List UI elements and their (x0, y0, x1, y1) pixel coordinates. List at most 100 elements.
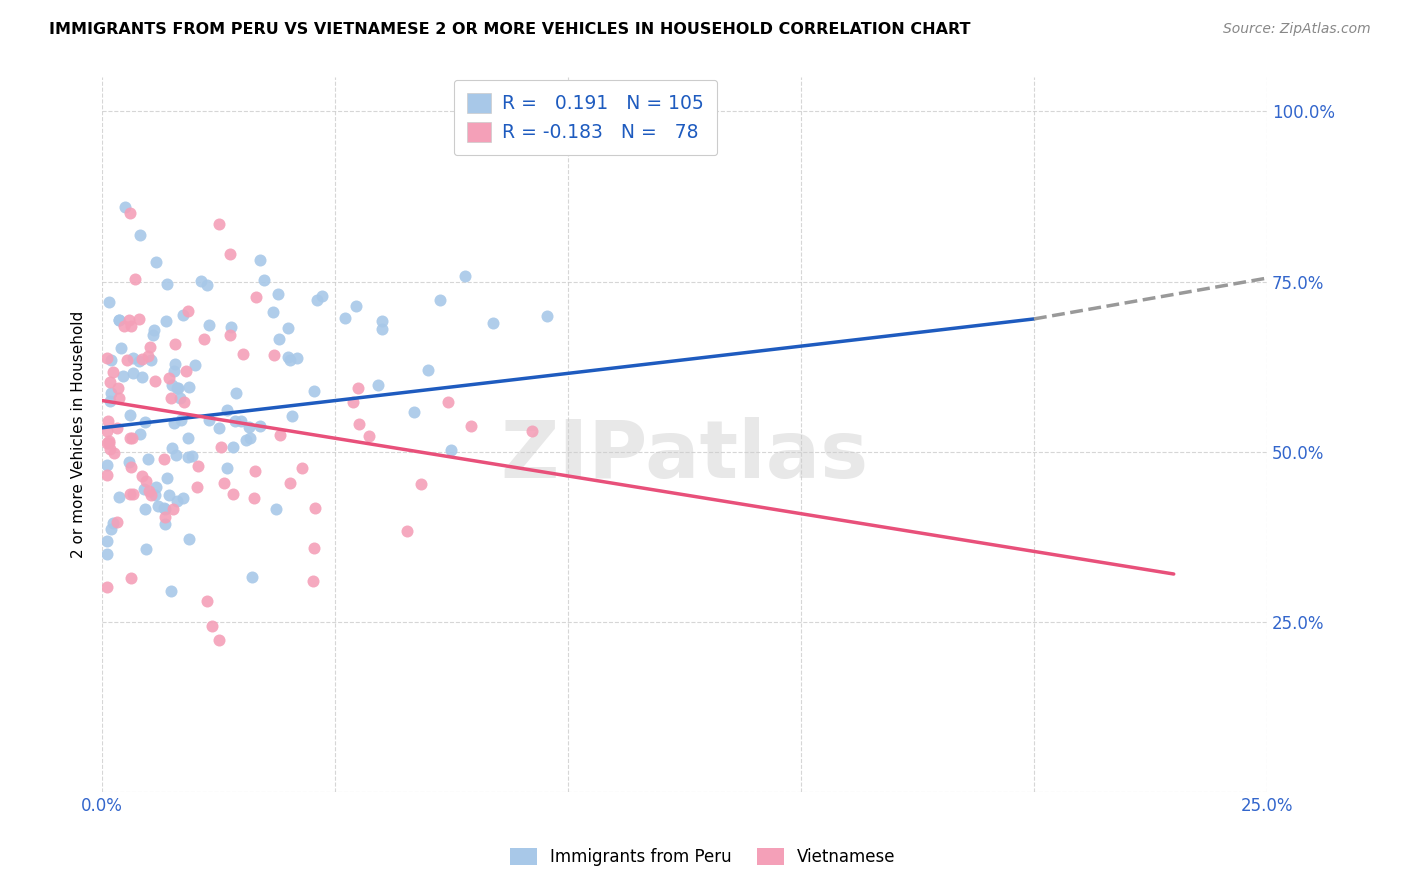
Point (97, 294, 120, 309)
Point (156, 471, 179, 485)
Point (96, 436, 118, 450)
Point (215, 461, 238, 475)
Point (263, 348, 285, 362)
Point (291, 461, 314, 475)
Point (342, 395, 364, 409)
Point (232, 347, 254, 361)
Point (243, 491, 266, 506)
Point (453, 268, 475, 283)
Point (218, 327, 240, 342)
Point (190, 275, 212, 289)
Point (163, 364, 186, 378)
Point (396, 524, 419, 538)
Point (222, 487, 245, 501)
Point (132, 482, 155, 496)
Point (371, 322, 394, 336)
Point (173, 394, 195, 409)
Point (138, 483, 160, 498)
Point (131, 352, 153, 367)
Point (367, 378, 389, 392)
Point (169, 392, 191, 406)
Point (195, 277, 218, 292)
Point (208, 217, 231, 231)
Point (225, 385, 247, 400)
Point (131, 370, 153, 384)
Point (120, 319, 142, 334)
Point (136, 452, 159, 467)
Point (96, 547, 118, 561)
Point (460, 418, 482, 433)
Point (278, 475, 301, 490)
Point (107, 515, 129, 529)
Point (134, 415, 156, 429)
Point (172, 308, 194, 322)
Text: Source: ZipAtlas.com: Source: ZipAtlas.com (1223, 22, 1371, 37)
Point (219, 319, 242, 334)
Point (177, 303, 200, 318)
Point (304, 541, 326, 555)
Point (145, 255, 167, 269)
Point (245, 290, 267, 304)
Point (160, 391, 183, 405)
Point (117, 313, 139, 327)
Point (357, 428, 380, 442)
Point (96, 580, 118, 594)
Point (118, 430, 141, 444)
Point (224, 414, 246, 428)
Point (165, 336, 187, 351)
Point (172, 491, 194, 505)
Point (146, 500, 169, 514)
Point (333, 310, 356, 325)
Point (118, 206, 141, 220)
Point (162, 377, 184, 392)
Point (124, 272, 146, 286)
Point (281, 409, 304, 424)
Point (187, 458, 209, 473)
Point (107, 313, 129, 327)
Point (193, 332, 215, 346)
Point (277, 350, 299, 364)
Point (110, 341, 132, 355)
Point (163, 357, 186, 371)
Point (134, 502, 156, 516)
Point (267, 332, 290, 346)
Point (112, 369, 135, 384)
Point (96, 425, 118, 439)
Point (186, 480, 208, 494)
Point (249, 418, 271, 433)
Point (429, 293, 451, 308)
Point (121, 351, 143, 365)
Point (145, 374, 167, 388)
Point (145, 480, 167, 494)
Point (209, 441, 232, 455)
Point (120, 408, 142, 422)
Point (249, 253, 271, 268)
Point (346, 299, 368, 313)
Point (142, 323, 165, 337)
Point (153, 500, 176, 515)
Point (198, 413, 221, 427)
Point (107, 381, 129, 395)
Point (195, 593, 218, 607)
Point (181, 449, 204, 463)
Point (120, 571, 142, 585)
Point (136, 349, 159, 363)
Point (245, 464, 267, 478)
Point (418, 363, 440, 377)
Point (96, 458, 118, 472)
Point (177, 533, 200, 547)
Point (162, 501, 184, 516)
Text: ZIPatlas: ZIPatlas (501, 417, 869, 495)
Point (112, 319, 135, 334)
Point (238, 419, 260, 434)
Point (166, 381, 188, 395)
Point (212, 475, 235, 490)
Point (174, 364, 197, 378)
Point (128, 311, 150, 326)
Point (96, 351, 118, 365)
Point (162, 442, 184, 456)
Point (101, 365, 124, 379)
Point (349, 417, 371, 432)
Point (177, 450, 200, 464)
Point (120, 460, 142, 475)
